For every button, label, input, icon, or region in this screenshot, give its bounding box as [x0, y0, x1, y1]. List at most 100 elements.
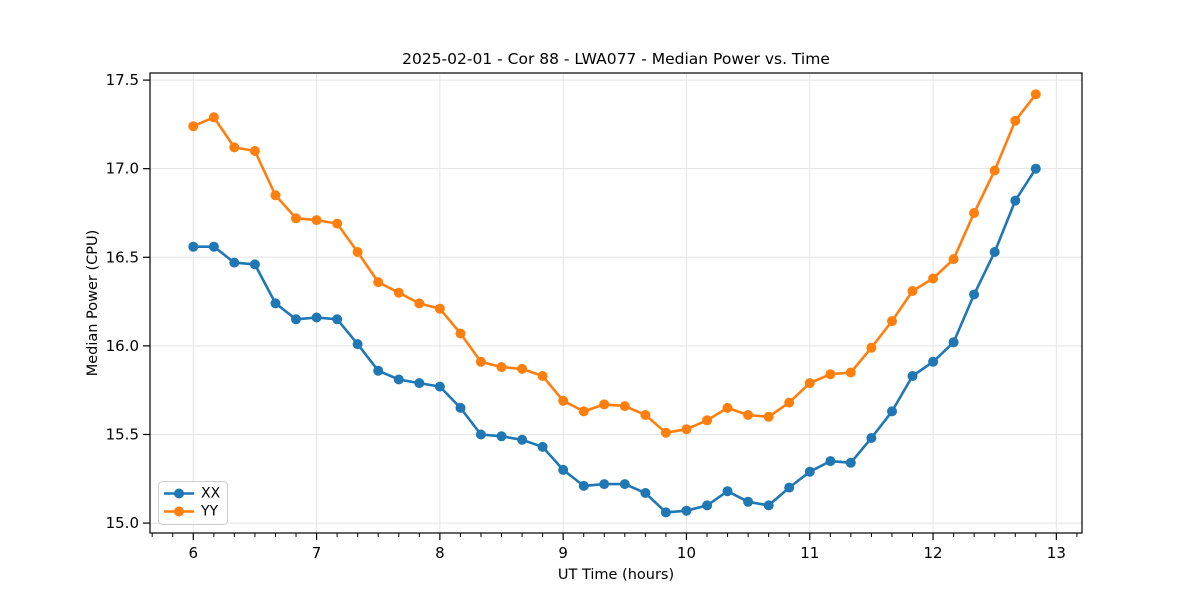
x-tick-label: 13 — [1047, 544, 1066, 562]
y-tick-label: 15.5 — [106, 425, 139, 443]
data-point-YY — [928, 273, 939, 284]
legend-sample-marker — [174, 506, 184, 517]
data-point-YY — [393, 287, 404, 298]
data-point-XX — [804, 466, 815, 477]
data-point-YY — [311, 215, 322, 226]
data-point-XX — [660, 507, 671, 518]
data-point-XX — [496, 431, 507, 442]
legend: XX YY — [158, 481, 228, 525]
data-point-YY — [866, 342, 877, 353]
data-point-YY — [640, 410, 651, 420]
data-point-XX — [1030, 163, 1041, 174]
data-point-YY — [558, 395, 569, 406]
x-tick-label: 6 — [189, 544, 199, 562]
data-point-YY — [332, 218, 343, 229]
data-point-YY — [763, 411, 774, 422]
x-tick-label: 10 — [677, 544, 696, 562]
y-tick-label: 15.0 — [106, 514, 139, 532]
data-point-YY — [619, 401, 630, 412]
data-point-XX — [640, 488, 651, 498]
data-point-XX — [989, 247, 1000, 257]
data-point-XX — [455, 402, 466, 413]
data-point-YY — [784, 397, 795, 408]
plot-frame — [149, 72, 1083, 534]
data-point-YY — [373, 277, 384, 288]
data-point-YY — [208, 112, 219, 123]
data-point-YY — [660, 427, 671, 438]
legend-label-XX: XX — [201, 486, 221, 502]
data-point-YY — [989, 165, 1000, 176]
data-point-XX — [907, 371, 918, 381]
data-point-YY — [702, 415, 713, 426]
data-point-YY — [270, 190, 281, 201]
data-point-XX — [969, 289, 980, 300]
x-tick-label: 7 — [312, 544, 322, 562]
data-point-XX — [763, 500, 774, 511]
data-point-YY — [887, 316, 897, 327]
y-tick-label: 16.0 — [106, 337, 139, 355]
data-point-YY — [352, 247, 363, 257]
data-point-YY — [455, 328, 466, 339]
x-tick-label: 11 — [800, 544, 819, 562]
x-tick-label: 8 — [435, 544, 445, 562]
grid — [150, 73, 1082, 533]
data-point-YY — [291, 213, 301, 224]
data-point-XX — [681, 505, 692, 516]
data-point-XX — [928, 356, 939, 367]
data-point-XX — [948, 337, 959, 348]
data-point-YY — [845, 367, 856, 378]
data-point-XX — [229, 257, 240, 268]
data-point-YY — [907, 286, 918, 296]
data-point-YY — [948, 254, 959, 265]
data-point-YY — [969, 208, 980, 218]
data-point-YY — [517, 363, 528, 374]
data-point-YY — [188, 121, 199, 132]
data-point-XX — [249, 259, 260, 270]
data-point-YY — [1010, 115, 1021, 126]
data-point-XX — [743, 496, 754, 507]
data-point-XX — [578, 480, 589, 491]
y-tick-label: 17.0 — [106, 160, 139, 178]
data-point-XX — [784, 482, 795, 493]
y-tick-label: 17.5 — [106, 71, 139, 89]
x-axis-label: UT Time (hours) — [558, 567, 674, 583]
data-point-YY — [475, 356, 486, 367]
legend-label-YY: YY — [200, 504, 219, 520]
data-point-XX — [434, 381, 445, 392]
data-point-XX — [558, 464, 569, 475]
data-point-YY — [414, 298, 425, 309]
data-point-XX — [866, 433, 877, 443]
data-point-YY — [229, 142, 240, 153]
x-tick-label: 9 — [558, 544, 568, 562]
data-point-XX — [311, 312, 322, 323]
data-point-XX — [291, 314, 301, 325]
chart-title: 2025-02-01 - Cor 88 - LWA077 - Median Po… — [402, 50, 830, 68]
data-point-XX — [208, 241, 219, 252]
data-point-XX — [1010, 195, 1021, 206]
data-point-YY — [249, 146, 260, 156]
data-point-YY — [434, 303, 445, 314]
data-point-XX — [599, 479, 610, 490]
data-point-XX — [887, 406, 897, 417]
data-point-XX — [722, 486, 733, 497]
data-point-XX — [414, 378, 425, 389]
data-point-XX — [270, 298, 281, 309]
data-point-YY — [578, 406, 589, 417]
y-tick-label: 16.5 — [106, 248, 139, 266]
data-point-YY — [804, 378, 815, 389]
y-axis-label: Median Power (CPU) — [85, 230, 101, 377]
data-point-XX — [373, 365, 384, 376]
data-point-YY — [681, 424, 692, 435]
data-point-XX — [517, 434, 528, 445]
data-point-XX — [702, 500, 713, 511]
data-point-XX — [845, 457, 856, 468]
legend-sample-marker — [174, 488, 184, 499]
axis-ticks: 6 7 8 9 10 11 12 13 15.0 15.5 16.0 16.5 17.0 17.5 — [106, 71, 1078, 562]
x-tick-label: 12 — [924, 544, 943, 562]
data-point-YY — [496, 362, 507, 373]
data-point-YY — [1030, 89, 1041, 100]
data-point-XX — [537, 441, 548, 452]
data-point-YY — [599, 399, 610, 410]
